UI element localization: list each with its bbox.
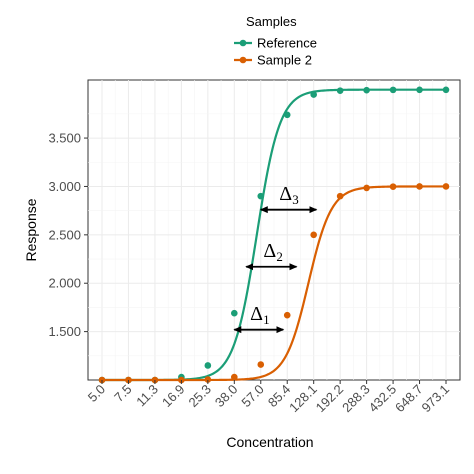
data-point-series-1 [363,86,370,94]
data-point-series-2 [283,311,291,319]
data-point-series-1 [416,86,423,94]
data-point-series-1 [204,362,212,369]
legend-key-point-1 [239,39,247,47]
x-tick-label: 25.3 [185,382,214,411]
annotation-layer: Δ 1Δ 2Δ 3 [233,183,318,334]
x-tick-label: 648.7 [392,382,426,416]
y-tick-label: 3.000 [48,179,81,194]
data-point-series-1 [257,192,265,200]
x-tick-label: 973.1 [419,382,453,416]
x-tick-label: 57.0 [238,382,267,411]
series-layer [98,86,450,384]
x-tick-label: 11.3 [133,382,161,410]
data-point-series-2 [363,184,370,192]
x-tick-label: 128.1 [286,382,320,416]
x-tick-label: 38.0 [212,382,241,411]
data-point-series-1 [442,86,450,94]
series-line-2 [102,185,446,382]
y-axis: 1.500 2.000 2.500 3.000 3.500 [48,131,88,339]
legend-key-point-2 [239,56,247,64]
data-point-series-2 [231,373,238,381]
data-point-series-2 [257,361,265,368]
data-point-series-2 [442,183,450,190]
x-tick-label: 192.2 [313,382,347,416]
y-tick-label: 3.500 [48,131,81,146]
data-point-series-1 [231,309,238,317]
data-point-series-2 [310,231,317,239]
legend: Samples Reference Sample 2 [234,14,317,68]
data-point-series-1 [336,87,344,94]
x-tick-label: 432.5 [366,382,400,416]
y-tick-label: 1.500 [48,324,81,339]
x-tick-label: 16.9 [159,382,188,411]
x-axis-title: Concentration [226,434,313,450]
delta-label-3: Δ [279,183,292,205]
delta-subscript-2: 2 [276,249,283,264]
data-point-series-2 [336,192,344,200]
legend-label-2: Sample 2 [257,53,312,68]
grid [88,80,460,380]
x-tick-label: 7.5 [111,382,134,405]
data-point-series-2 [416,183,423,190]
y-axis-title: Response [23,198,39,261]
data-point-series-2 [204,376,212,383]
delta-label-2: Δ [263,240,276,262]
legend-title: Samples [246,14,297,29]
x-tick-label: 288.3 [339,382,373,416]
delta-subscript-1: 1 [263,312,270,327]
data-point-series-2 [389,183,397,190]
data-point-series-1 [310,91,317,98]
x-tick-label: 5.0 [85,382,108,405]
y-tick-label: 2.000 [48,276,81,291]
data-point-series-1 [389,86,397,94]
data-point-series-1 [283,111,291,119]
legend-label-1: Reference [257,36,317,51]
delta-subscript-3: 3 [292,192,299,207]
y-tick-label: 2.500 [48,227,81,242]
delta-label-1: Δ [250,303,263,325]
x-axis: 5.0 7.511.316.925.338.057.085.4128.1192.2… [85,380,452,415]
